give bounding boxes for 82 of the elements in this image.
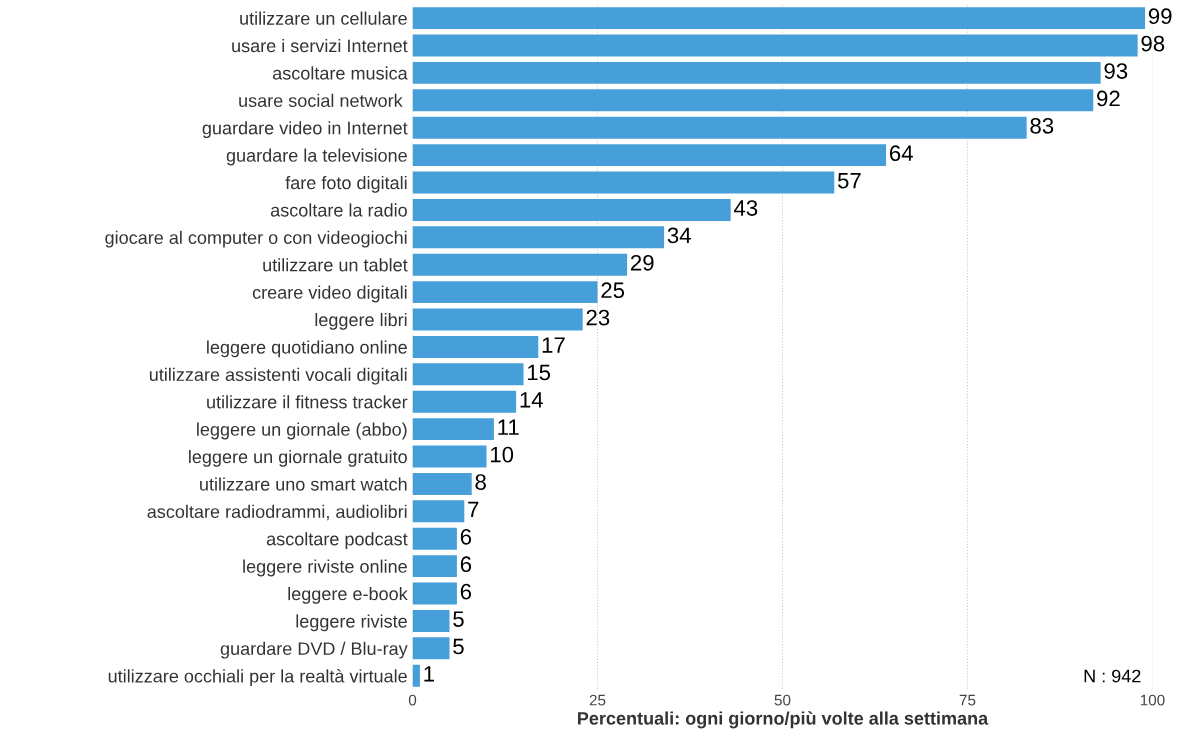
y-tick-label: usare i servizi Internet [232, 38, 408, 53]
y-tick-label: leggere libri [315, 312, 407, 330]
data-label: 6 [460, 556, 472, 573]
bar [412, 335, 539, 358]
bar [412, 664, 420, 687]
bar [412, 116, 1027, 139]
data-label: 25 [601, 282, 625, 299]
data-label: 99 [1148, 8, 1172, 25]
data-label: 5 [453, 611, 464, 627]
y-tick-label: utilizzare un tablet [263, 258, 408, 272]
x-tick-label: 75 [959, 694, 976, 706]
y-tick-label: giocare al computer o con videogiochi [105, 230, 407, 248]
data-label: 14 [520, 392, 543, 408]
data-label: 43 [733, 200, 758, 216]
data-label: 93 [1104, 63, 1128, 79]
annotation: N : 942 [1084, 669, 1141, 683]
bar [412, 363, 524, 386]
bar [412, 198, 731, 221]
y-tick-label: leggere un giornale (abbo) [197, 422, 407, 440]
data-label: 6 [460, 528, 472, 545]
x-tick-label: 100 [1140, 694, 1165, 706]
y-tick-label: leggere riviste [296, 614, 407, 632]
x-axis-title: Percentuali: ogni giorno/più volte alla settimana [578, 711, 989, 729]
y-tick-label: ascoltare radiodrammi, audiolibri [147, 504, 407, 521]
x-tick-label: 0 [408, 694, 417, 706]
bar [412, 500, 465, 523]
data-label: 64 [889, 145, 913, 162]
bar [412, 89, 1094, 112]
data-label: 83 [1030, 117, 1054, 134]
y-tick-label: ascoltare musica [272, 66, 408, 80]
y-tick-label: leggere quotidiano online [207, 340, 407, 358]
data-label: 17 [542, 337, 565, 353]
data-label: 7 [468, 501, 479, 518]
data-label: 98 [1141, 35, 1165, 52]
y-tick-label: utilizzare il fitness tracker [207, 395, 408, 409]
bar [412, 7, 1146, 30]
bar [412, 253, 628, 276]
bar [412, 226, 665, 249]
y-tick-label: utilizzare uno smart watch [200, 477, 407, 491]
y-tick-label: ascoltare la radio [270, 203, 407, 217]
y-tick-label: utilizzare occhiali per la realtà virtuale [108, 669, 407, 687]
data-label: 5 [453, 638, 464, 655]
x-tick-label: 25 [589, 694, 606, 706]
bar [412, 281, 598, 304]
y-tick-label: guardare video in Internet [202, 121, 408, 138]
bar [412, 390, 517, 413]
y-tick-label: usare social network [239, 93, 403, 108]
data-label: 23 [586, 309, 610, 326]
y-tick-label: fare foto digitali [285, 175, 407, 193]
bar [412, 34, 1138, 57]
bar [412, 555, 457, 578]
data-label: 34 [667, 227, 691, 244]
bar [412, 637, 450, 660]
y-tick-label: leggere un giornale gratuito [189, 449, 407, 467]
data-label: 57 [837, 172, 861, 189]
bar [412, 582, 457, 605]
bar [412, 308, 583, 331]
bar [412, 61, 1101, 84]
data-label: 29 [630, 254, 654, 271]
bar [412, 144, 887, 167]
data-label: 10 [490, 446, 514, 463]
y-tick-label: creare video digitali [252, 285, 407, 303]
data-label: 15 [527, 364, 551, 381]
y-tick-label: utilizzare assistenti vocali digitali [149, 367, 407, 385]
y-tick-label: leggere e-book [288, 586, 408, 604]
bar [412, 418, 494, 441]
bar [412, 445, 487, 468]
y-tick-label: ascoltare podcast [266, 532, 408, 550]
data-label: 92 [1097, 90, 1120, 107]
y-tick-label: leggere riviste online [243, 559, 407, 577]
bar [412, 609, 450, 632]
x-tick-label: 50 [774, 694, 791, 706]
y-tick-label: guardare la televisione [226, 148, 407, 166]
y-tick-label: guardare DVD / Blu-ray [220, 641, 408, 659]
data-label: 6 [460, 583, 472, 600]
data-label: 8 [475, 474, 486, 490]
y-tick-label: utilizzare un cellulare [240, 11, 407, 25]
data-label: 11 [498, 419, 519, 435]
bar [412, 171, 835, 194]
bar [412, 527, 457, 550]
bar [412, 472, 472, 495]
data-label: 1 [424, 666, 434, 682]
